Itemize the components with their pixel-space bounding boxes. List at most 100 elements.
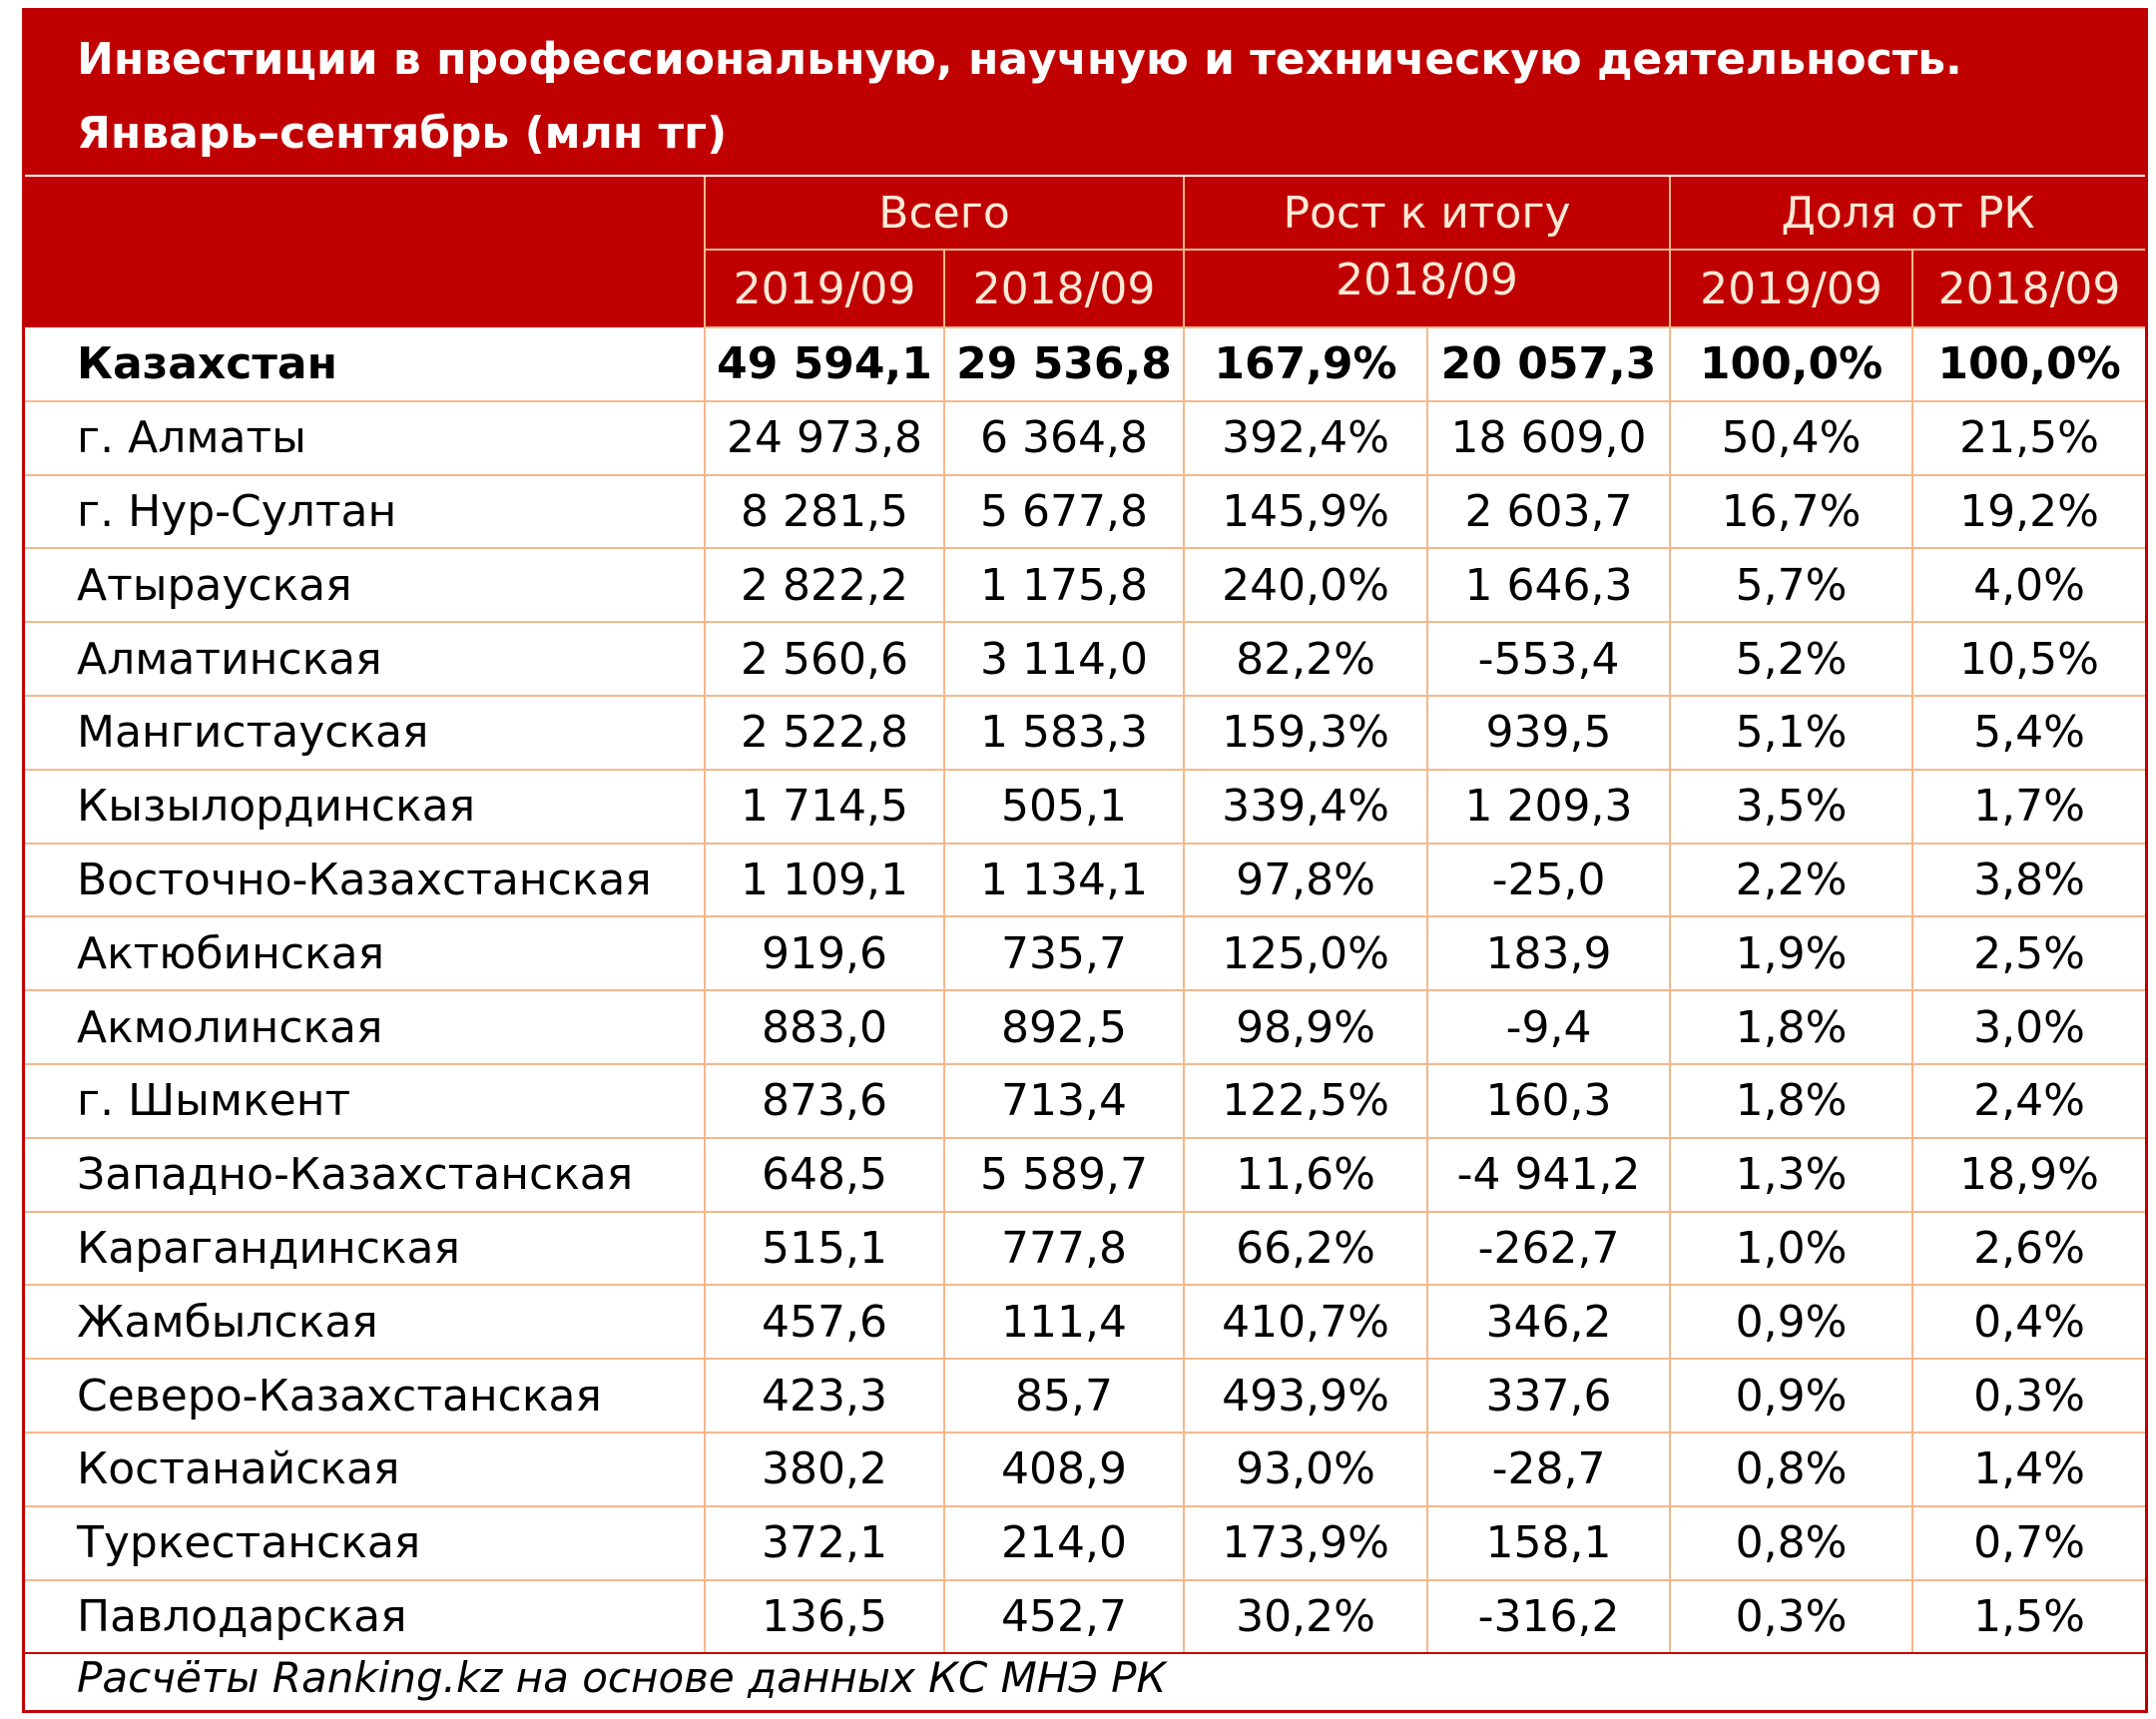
table-row: Костанайская 380,2 408,9 93,0% -28,7 0,8% 1,4% [25, 1432, 2146, 1507]
growth-absolute-cell: 183,9 [1426, 916, 1671, 992]
total-2019-cell: 515,1 [704, 1211, 944, 1287]
table-row: Казахстан 49 594,1 29 536,8 167,9% 20 057,3 1… [25, 327, 2146, 402]
growth-percent-cell: 339,4% [1183, 769, 1428, 845]
total-2018-cell: 6 364,8 [942, 400, 1185, 476]
total-2019-cell: 2 522,8 [704, 695, 944, 771]
growth-absolute-cell: 158,1 [1426, 1505, 1671, 1581]
region-name-cell: Западно-Казахстанская [25, 1137, 705, 1213]
total-2019-cell: 49 594,1 [704, 327, 944, 402]
share-2018-cell: 2,4% [1911, 1063, 2146, 1139]
region-name-cell: Акмолинская [25, 990, 705, 1065]
investment-table: Всего Рост к итогу Доля от РК 2019/09 20… [25, 177, 2146, 1655]
share-2018-cell: 1,7% [1911, 769, 2146, 845]
growth-absolute-cell: 346,2 [1426, 1285, 1671, 1361]
growth-percent-cell: 93,0% [1183, 1432, 1428, 1507]
growth-absolute-cell: -28,7 [1426, 1432, 1671, 1507]
growth-absolute-cell: -553,4 [1426, 622, 1671, 697]
total-2018-cell: 1 134,1 [942, 843, 1185, 918]
region-name-cell: Атырауская [25, 548, 705, 624]
total-2018-cell: 777,8 [942, 1211, 1185, 1287]
share-2019-cell: 100,0% [1669, 327, 1913, 402]
table-row: Туркестанская 372,1 214,0 173,9% 158,1 0,8% 0,… [25, 1505, 2146, 1581]
share-2018-cell: 5,4% [1911, 695, 2146, 771]
total-2019-cell: 457,6 [704, 1285, 944, 1361]
growth-absolute-cell: -262,7 [1426, 1211, 1671, 1287]
growth-percent-cell: 66,2% [1183, 1211, 1428, 1287]
share-2019-cell: 1,8% [1669, 990, 1913, 1065]
total-2018-cell: 85,7 [942, 1359, 1185, 1433]
region-name-cell: Кызылординская [25, 769, 705, 845]
total-2018-cell: 111,4 [942, 1285, 1185, 1361]
table-row: Атырауская 2 822,2 1 175,8 240,0% 1 646,3 5,7… [25, 548, 2146, 624]
total-2018-cell: 892,5 [942, 990, 1185, 1065]
share-2019-cell: 5,1% [1669, 695, 1913, 771]
growth-percent-cell: 167,9% [1183, 327, 1428, 402]
total-2018-cell: 713,4 [942, 1063, 1185, 1139]
growth-percent-cell: 159,3% [1183, 695, 1428, 771]
growth-percent-cell: 392,4% [1183, 400, 1428, 476]
share-2018-cell: 4,0% [1911, 548, 2146, 624]
growth-absolute-cell: 20 057,3 [1426, 327, 1671, 402]
total-2019-cell: 1 109,1 [704, 843, 944, 918]
share-2019-cell: 5,7% [1669, 548, 1913, 624]
share-2019-cell: 1,3% [1669, 1137, 1913, 1213]
title-line-1: Инвестиции в профессиональную, научную и… [77, 34, 1962, 85]
share-2018-cell: 100,0% [1911, 327, 2146, 402]
growth-percent-cell: 493,9% [1183, 1359, 1428, 1433]
header-group-total: Всего [703, 177, 1185, 251]
total-2018-cell: 1 583,3 [942, 695, 1185, 771]
share-2019-cell: 3,5% [1669, 769, 1913, 845]
share-2018-cell: 19,2% [1911, 474, 2146, 550]
growth-percent-cell: 145,9% [1183, 474, 1428, 550]
header-group-share: Доля от РК [1669, 177, 2146, 251]
share-2018-cell: 18,9% [1911, 1137, 2146, 1213]
total-2018-cell: 735,7 [942, 916, 1185, 992]
total-2019-cell: 1 714,5 [704, 769, 944, 845]
total-2018-cell: 5 677,8 [942, 474, 1185, 550]
total-2018-cell: 29 536,8 [942, 327, 1185, 402]
header-group-growth: Рост к итогу [1183, 177, 1671, 251]
header-total-2018: 2018/09 [942, 250, 1185, 328]
table-row: Восточно-Казахстанская 1 109,1 1 134,1 97,8… [25, 843, 2146, 918]
total-2018-cell: 5 589,7 [942, 1137, 1185, 1213]
share-2019-cell: 1,0% [1669, 1211, 1913, 1287]
table-row: Кызылординская 1 714,5 505,1 339,4% 1 209,3 3… [25, 769, 2146, 845]
growth-percent-cell: 125,0% [1183, 916, 1428, 992]
region-name-cell: г. Нур-Султан [25, 474, 705, 550]
table-row: г. Нур-Султан 8 281,5 5 677,8 145,9% 2 603,7… [25, 474, 2146, 550]
share-2018-cell: 21,5% [1911, 400, 2146, 476]
region-name-cell: Северо-Казахстанская [25, 1359, 705, 1433]
share-2018-cell: 0,4% [1911, 1285, 2146, 1361]
growth-absolute-cell: 337,6 [1426, 1359, 1671, 1433]
share-2019-cell: 2,2% [1669, 843, 1913, 918]
total-2019-cell: 2 560,6 [704, 622, 944, 697]
table-row: г. Шымкент 873,6 713,4 122,5% 160,3 1,8% 2,4% [25, 1063, 2146, 1139]
table-row: Акмолинская 883,0 892,5 98,9% -9,4 1,8% 3,0% [25, 990, 2146, 1065]
total-2019-cell: 423,3 [704, 1359, 944, 1433]
total-2019-cell: 883,0 [704, 990, 944, 1065]
share-2019-cell: 5,2% [1669, 622, 1913, 697]
share-2019-cell: 0,3% [1669, 1579, 1913, 1655]
region-name-cell: г. Алматы [25, 400, 705, 476]
growth-absolute-cell: 1 209,3 [1426, 769, 1671, 845]
table-row: г. Алматы 24 973,8 6 364,8 392,4% 18 609,0 50… [25, 400, 2146, 476]
share-2018-cell: 1,4% [1911, 1432, 2146, 1507]
table-row: Алматинская 2 560,6 3 114,0 82,2% -553,4 5,2%… [25, 622, 2146, 697]
share-2018-cell: 0,3% [1911, 1359, 2146, 1433]
share-2019-cell: 16,7% [1669, 474, 1913, 550]
source-note: Расчёты Ranking.kz на основе данных КС М… [77, 1653, 1167, 1702]
total-2019-cell: 380,2 [704, 1432, 944, 1507]
share-2019-cell: 0,9% [1669, 1285, 1913, 1361]
share-2018-cell: 2,6% [1911, 1211, 2146, 1287]
total-2019-cell: 8 281,5 [704, 474, 944, 550]
table-row: Актюбинская 919,6 735,7 125,0% 183,9 1,9% 2,5% [25, 916, 2146, 992]
region-name-cell: Казахстан [25, 327, 705, 402]
total-2019-cell: 873,6 [704, 1063, 944, 1139]
total-2019-cell: 372,1 [704, 1505, 944, 1581]
total-2018-cell: 408,9 [942, 1432, 1185, 1507]
growth-percent-cell: 30,2% [1183, 1579, 1428, 1655]
total-2018-cell: 3 114,0 [942, 622, 1185, 697]
share-2018-cell: 0,7% [1911, 1505, 2146, 1581]
header-row-groups: Всего Рост к итогу Доля от РК [25, 177, 2146, 327]
total-2019-cell: 2 822,2 [704, 548, 944, 624]
